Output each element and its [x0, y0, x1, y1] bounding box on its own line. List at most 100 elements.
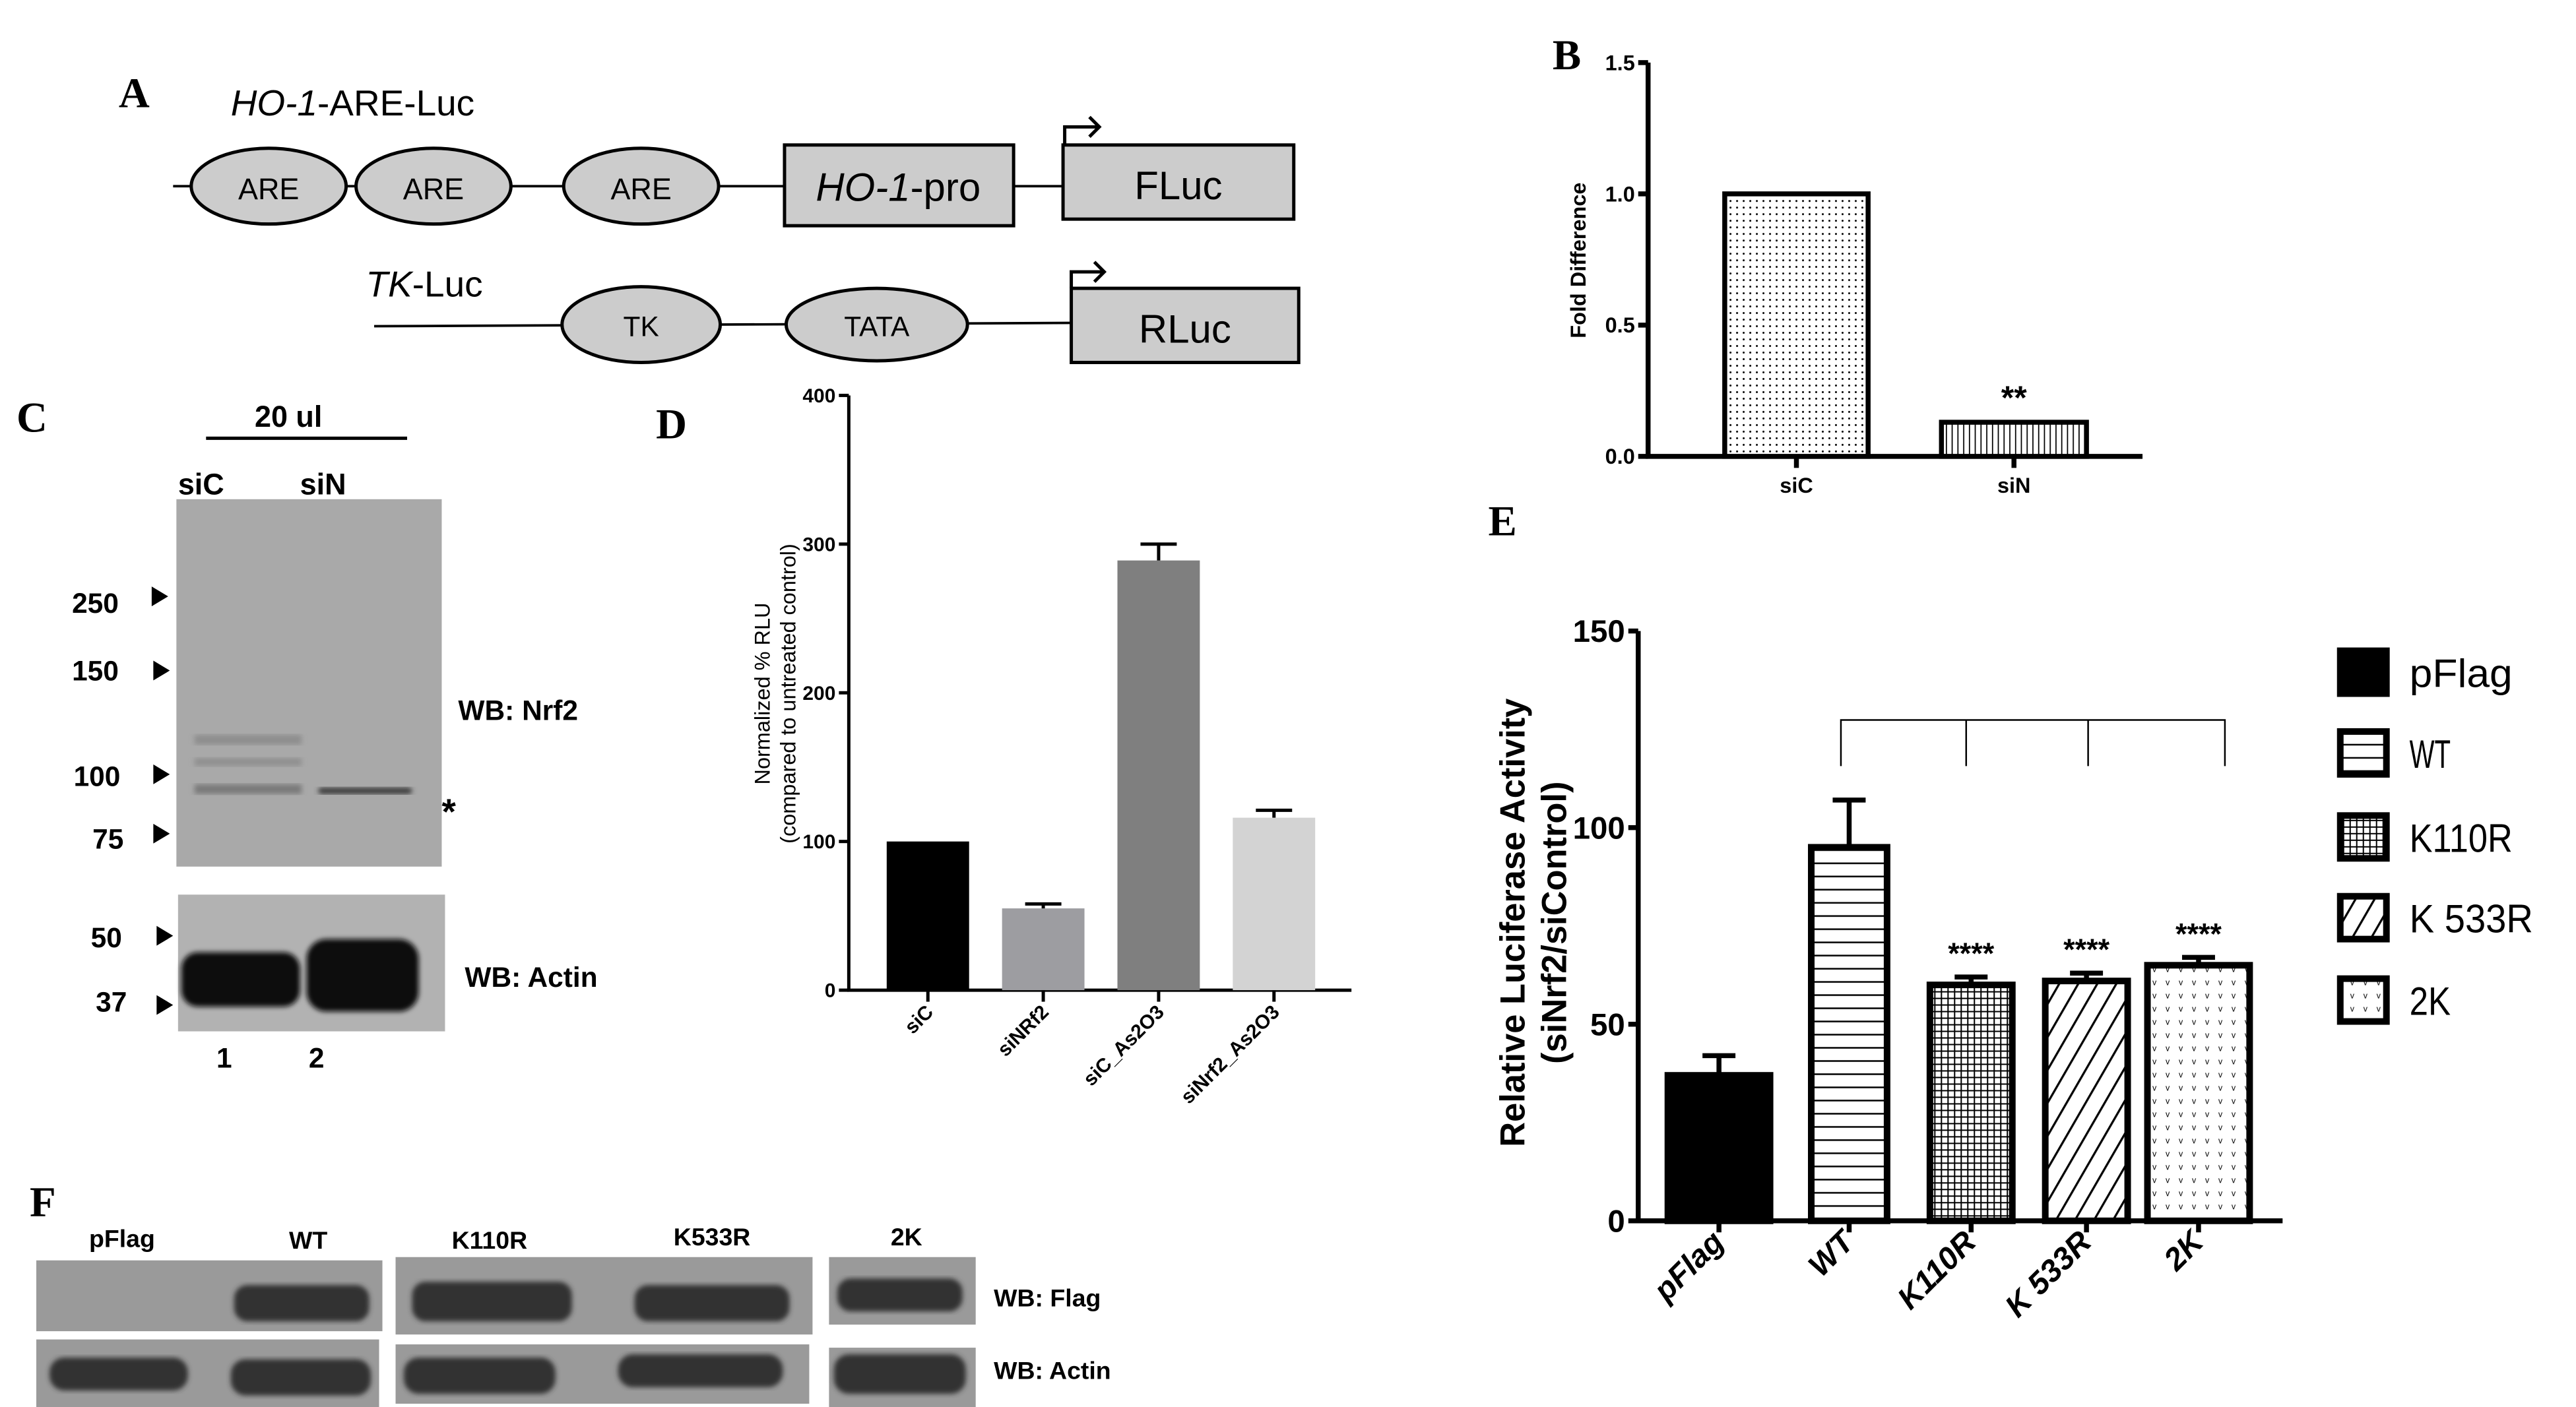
are-element: ARE	[189, 146, 348, 226]
x-tick-label: siC_As2O3	[1079, 1001, 1169, 1090]
x-tick-label: siN	[1997, 474, 2031, 497]
tk-element: TK	[560, 285, 723, 364]
transcription-start-arrow-icon	[1070, 261, 1107, 289]
legend-swatch	[2336, 892, 2390, 943]
y-tick-label: 1.5	[1605, 51, 1635, 75]
comparison-bracket	[1840, 719, 2226, 766]
marker-arrow-icon	[153, 660, 170, 681]
lane-label-sin: siN	[300, 467, 346, 501]
bar-sic	[1722, 191, 1871, 459]
wb-actin-label: WB: Actin	[465, 962, 597, 993]
legend-swatch	[2336, 812, 2390, 862]
legend-label: pFlag	[2410, 652, 2513, 696]
actin-blot	[177, 894, 445, 1032]
lane-label: 2K	[891, 1223, 922, 1251]
y-axis-label-line2: (compared to untreated control)	[776, 544, 800, 844]
y-axis-label: Relative Luciferase Activity	[1494, 699, 1532, 1147]
bar-k-533r	[2042, 978, 2131, 1224]
lane-label: K533R	[674, 1223, 751, 1251]
volume-label: 20 ul	[255, 400, 322, 433]
panel-c: C 20 ul siC siN 250 150 100 75 WB: Nrf2 …	[16, 394, 598, 1073]
y-tick-label: 0.5	[1605, 313, 1635, 337]
x-tick-label: WT	[1802, 1222, 1863, 1283]
construct1-title-italic: HO-1	[231, 82, 317, 123]
chart-d: 0 100 200 300 400 siC siNRf2 siC_As2O3 siNrf2_As…	[750, 385, 1352, 1108]
panel-f: F pFlag WT K110R K533R 2K WB: Flag WB: A…	[30, 1178, 1111, 1407]
x-tick-label: siC	[1780, 474, 1813, 497]
are-label: ARE	[238, 172, 299, 206]
x-tick-label: pFlag	[1646, 1224, 1731, 1309]
marker-37: 37	[96, 987, 127, 1018]
construct1-title: HO-1-ARE-Luc	[231, 82, 474, 123]
marker-arrow-icon	[151, 586, 168, 607]
legend-label: WT	[2410, 732, 2451, 776]
nrf2-blot	[176, 499, 442, 867]
svg-text:TATA: TATA	[844, 311, 910, 342]
legend-label: K110R	[2410, 816, 2513, 860]
bar-sic	[886, 841, 969, 991]
svg-text:RLuc: RLuc	[1139, 307, 1231, 352]
marker-arrow-icon	[153, 764, 170, 784]
bar-k110r	[1926, 982, 2016, 1224]
marker-arrow-icon	[153, 823, 170, 844]
panel-letter-f: F	[30, 1178, 56, 1226]
panel-letter-c: C	[16, 394, 48, 441]
marker-100: 100	[74, 761, 121, 792]
wb-flag-label: WB: Flag	[994, 1284, 1101, 1312]
construct1-title-rest: -ARE-Luc	[317, 82, 474, 123]
y-tick-label: 50	[1590, 1007, 1625, 1042]
are-label: ARE	[403, 172, 464, 206]
mw-markers-top: 250 150 100 75	[72, 586, 170, 854]
y-axis-label: Fold Difference	[1566, 183, 1590, 338]
bar-sinrf2	[1002, 908, 1085, 991]
panel-letter-a: A	[119, 69, 150, 117]
lane-number-1: 1	[216, 1042, 232, 1073]
chart-b: 0.0 0.5 1.0 1.5 siC ** siN Fold Difference	[1566, 51, 2143, 497]
lane-label: WT	[289, 1226, 327, 1254]
x-tick-label: siNrf2_As2O3	[1176, 1001, 1283, 1108]
svg-text:FLuc: FLuc	[1134, 164, 1222, 208]
y-tick-label: 100	[1573, 811, 1625, 846]
marker-arrow-icon	[156, 925, 174, 946]
wb-actin-label: WB: Actin	[994, 1357, 1111, 1385]
rluc-box: RLuc	[1070, 286, 1301, 364]
significance-annotation: **	[2001, 379, 2027, 416]
are-label: ARE	[610, 172, 671, 206]
significance-annotation: ****	[2175, 917, 2222, 951]
x-tick-label: siC	[901, 1001, 938, 1038]
legend-item: WT	[2336, 728, 2451, 778]
y-tick-label: 100	[802, 831, 835, 853]
flag-blot	[36, 1257, 976, 1335]
chart-e: 0 50 100 150 pFlag WT **** K110R **** K 533R **** 2…	[1494, 614, 2533, 1324]
bar-pflag	[1664, 1072, 1774, 1224]
are-element: ARE	[354, 146, 513, 226]
ho1-promoter-box: HO-1-pro	[783, 143, 1015, 228]
lane-label: pFlag	[89, 1225, 155, 1253]
legend-label: K 533R	[2410, 897, 2533, 941]
y-tick-label: 0	[825, 980, 836, 1002]
bar-wt	[1808, 844, 1890, 1224]
bar-sinrf2_as2o3	[1233, 817, 1316, 991]
lane-number-2: 2	[309, 1042, 325, 1073]
y-tick-label: 400	[802, 385, 835, 407]
marker-50: 50	[91, 922, 122, 953]
significance-annotation: ****	[1948, 937, 1994, 970]
legend-label: 2K	[2410, 980, 2451, 1024]
y-tick-label: 1.0	[1605, 182, 1635, 206]
transcription-start-arrow-icon	[1063, 115, 1102, 145]
bar-sin	[1939, 420, 2089, 459]
x-tick-label: K 533R	[1999, 1224, 2098, 1324]
svg-text:TK: TK	[624, 311, 659, 342]
significance-annotation: ****	[2063, 933, 2109, 966]
panel-a: A HO-1-ARE-Luc ARE ARE ARE HO-1-pro FLuc…	[119, 69, 1301, 364]
legend-swatch	[2336, 647, 2390, 697]
legend-swatch	[2336, 975, 2390, 1025]
marker-150: 150	[72, 656, 119, 687]
construct2-title: TK-Luc	[366, 264, 483, 305]
y-axis-label: Normalized % RLU	[750, 603, 774, 785]
wb-nrf2-label: WB: Nrf2	[458, 695, 578, 726]
are-element: ARE	[562, 146, 721, 226]
y-tick-label: 200	[802, 683, 835, 704]
marker-arrow-icon	[156, 995, 174, 1015]
